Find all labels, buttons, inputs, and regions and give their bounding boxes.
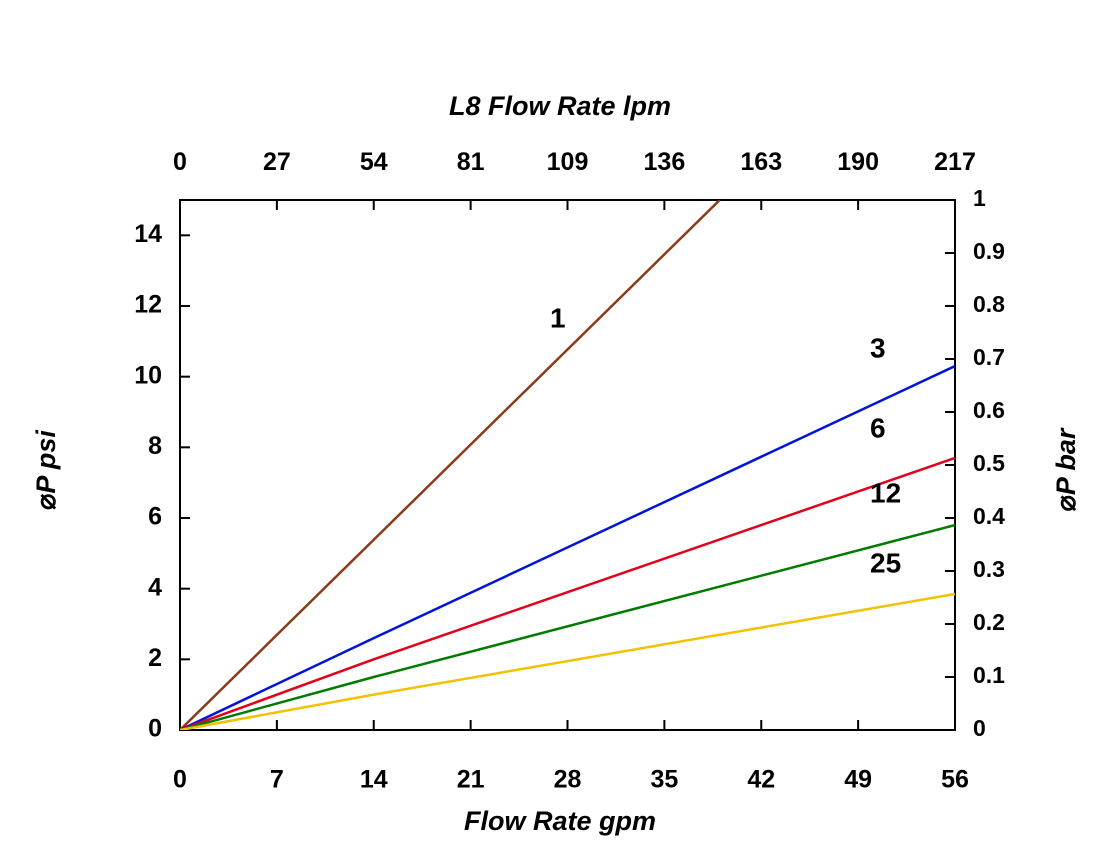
tick-label-right: 0.7 xyxy=(973,344,1005,370)
tick-label-bottom: 42 xyxy=(747,766,775,794)
axis-title-left: ⌀P psi xyxy=(31,430,61,510)
tick-label-top: 163 xyxy=(740,148,782,176)
tick-label-left: 4 xyxy=(148,573,162,601)
series-line-12 xyxy=(180,525,955,730)
tick-label-top: 190 xyxy=(837,148,879,176)
tick-label-bottom: 14 xyxy=(360,766,388,794)
tick-label-left: 10 xyxy=(134,361,162,389)
tick-label-top: 217 xyxy=(934,148,976,176)
axis-title-bottom: Flow Rate gpm xyxy=(464,806,656,836)
tick-label-bottom: 49 xyxy=(844,766,872,794)
series-label-12: 12 xyxy=(870,477,901,508)
tick-label-bottom: 35 xyxy=(650,766,678,794)
tick-label-bottom: 0 xyxy=(173,766,187,794)
series-line-3 xyxy=(180,366,955,730)
tick-label-right: 0.5 xyxy=(973,450,1005,476)
tick-label-right: 0.9 xyxy=(973,238,1005,264)
tick-label-right: 0.1 xyxy=(973,662,1005,688)
series-line-1 xyxy=(180,200,720,730)
tick-label-left: 14 xyxy=(134,220,162,248)
tick-label-bottom: 7 xyxy=(270,766,284,794)
tick-label-top: 136 xyxy=(644,148,686,176)
tick-label-top: 54 xyxy=(360,148,388,176)
tick-label-bottom: 56 xyxy=(941,766,969,794)
tick-label-right: 1 xyxy=(973,185,986,211)
series-line-6 xyxy=(180,458,955,730)
plot-area xyxy=(180,200,955,730)
tick-label-bottom: 21 xyxy=(457,766,485,794)
tick-label-bottom: 28 xyxy=(554,766,582,794)
series-label-3: 3 xyxy=(870,332,886,363)
axis-title-top: L8 Flow Rate lpm xyxy=(449,91,671,121)
series-label-6: 6 xyxy=(870,412,886,443)
chart-container: 0714212835424956027548110913616319021702… xyxy=(0,0,1108,866)
axis-title-right: ⌀P bar xyxy=(1051,427,1081,511)
tick-label-right: 0.4 xyxy=(973,503,1005,529)
chart-svg: 0714212835424956027548110913616319021702… xyxy=(0,0,1108,866)
series-label-25: 25 xyxy=(870,547,901,578)
tick-label-left: 0 xyxy=(148,715,162,743)
tick-label-right: 0.8 xyxy=(973,291,1005,317)
tick-label-left: 12 xyxy=(134,291,162,319)
tick-label-top: 81 xyxy=(457,148,485,176)
tick-label-top: 27 xyxy=(263,148,291,176)
tick-label-top: 0 xyxy=(173,148,187,176)
tick-label-right: 0.3 xyxy=(973,556,1005,582)
tick-label-right: 0.2 xyxy=(973,609,1005,635)
series-label-1: 1 xyxy=(550,302,566,333)
tick-label-left: 2 xyxy=(148,644,162,672)
tick-label-left: 6 xyxy=(148,503,162,531)
tick-label-right: 0.6 xyxy=(973,397,1005,423)
tick-label-right: 0 xyxy=(973,715,986,741)
tick-label-top: 109 xyxy=(547,148,589,176)
series-group xyxy=(180,200,955,730)
tick-label-left: 8 xyxy=(148,432,162,460)
